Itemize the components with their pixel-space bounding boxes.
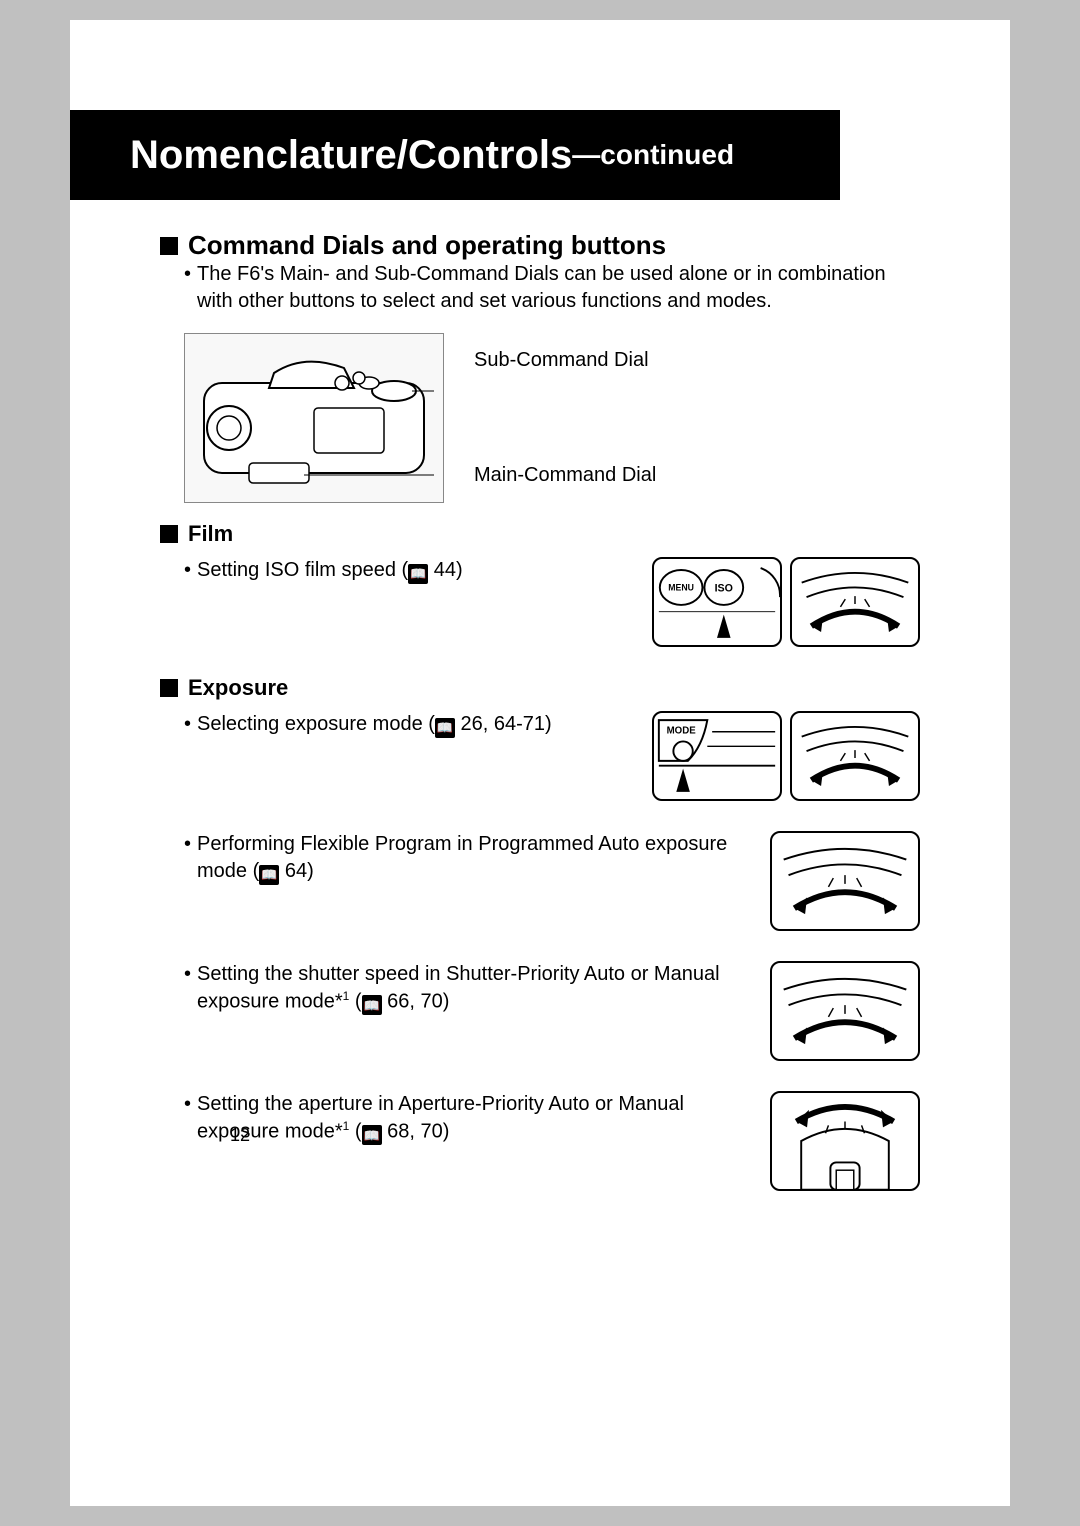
exposure-item-aperture: • Setting the aperture in Aperture-Prior… [160,1091,920,1191]
bullet-dot: • [184,1091,191,1146]
exposure-item-flexible: • Performing Flexible Program in Program… [160,831,920,931]
main-dial-illustration [790,711,920,801]
camera-diagram-row: Sub-Command Dial Main-Command Dial [184,333,920,503]
svg-text:MODE: MODE [667,726,697,737]
page-ref-icon: 📖 [362,995,382,1015]
exposure-mode-illustration: MODE [652,711,920,801]
film-iso-illustration: MENU ISO [652,557,920,647]
sub-dial-front-illustration [770,1091,920,1191]
section-exposure-head: Exposure [160,675,920,701]
exposure-shutter-illustration [770,961,920,1061]
camera-svg-icon [194,343,434,493]
square-bullet-icon [160,237,178,255]
section-exposure-title: Exposure [188,675,288,701]
bullet-dot: • [184,831,191,885]
square-bullet-icon [160,525,178,543]
page-title-suffix: —continued [572,139,734,171]
bullet-dot: • [184,261,191,315]
exposure-item-shutter: • Setting the shutter speed in Shutter-P… [160,961,920,1061]
square-bullet-icon [160,679,178,697]
header-band: Nomenclature/Controls —continued [70,110,840,200]
main-dial-illustration [790,557,920,647]
content-area: Command Dials and operating buttons • Th… [70,200,1010,1191]
diagram-labels: Sub-Command Dial Main-Command Dial [474,333,656,503]
bullet-dot: • [184,557,191,584]
page-ref-icon: 📖 [435,718,455,738]
main-command-dial-label: Main-Command Dial [474,464,656,487]
page-ref-icon: 📖 [362,1125,382,1145]
page-number: 12 [230,1125,250,1146]
section-film-title: Film [188,521,233,547]
mode-button-illustration: MODE [652,711,782,801]
exposure-mode-text: Selecting exposure mode (📖 26, 64-71) [197,711,552,738]
exposure-shutter-text: Setting the shutter speed in Shutter-Pri… [197,961,750,1016]
iso-button-illustration: MENU ISO [652,557,782,647]
sub-command-dial-label: Sub-Command Dial [474,349,649,372]
camera-top-view-illustration [184,333,444,503]
bullet-dot: • [184,711,191,738]
manual-page: Nomenclature/Controls —continued Command… [70,20,1010,1506]
exposure-aperture-illustration [770,1091,920,1191]
svg-text:MENU: MENU [668,582,694,592]
exposure-item-mode: • Selecting exposure mode (📖 26, 64-71) … [160,711,920,801]
main-dial-illustration [770,831,920,931]
main-dial-illustration [770,961,920,1061]
film-iso-text: Setting ISO film speed (📖 44) [197,557,463,584]
section-command-dials-body: • The F6's Main- and Sub-Command Dials c… [184,261,920,315]
exposure-aperture-text: Setting the aperture in Aperture-Priorit… [197,1091,750,1146]
section-command-dials-head: Command Dials and operating buttons [160,230,920,261]
exposure-flexible-illustration [770,831,920,931]
page-ref-icon: 📖 [259,865,279,885]
page-title-main: Nomenclature/Controls [130,133,572,178]
page-ref-icon: 📖 [408,564,428,584]
exposure-flexible-text: Performing Flexible Program in Programme… [197,831,750,885]
body-text: The F6's Main- and Sub-Command Dials can… [197,261,920,315]
bullet-dot: • [184,961,191,1016]
film-item-iso: • Setting ISO film speed (📖 44) MENU ISO [160,557,920,647]
svg-text:ISO: ISO [715,582,733,594]
section-film-head: Film [160,521,920,547]
section-command-dials-title: Command Dials and operating buttons [188,230,666,261]
